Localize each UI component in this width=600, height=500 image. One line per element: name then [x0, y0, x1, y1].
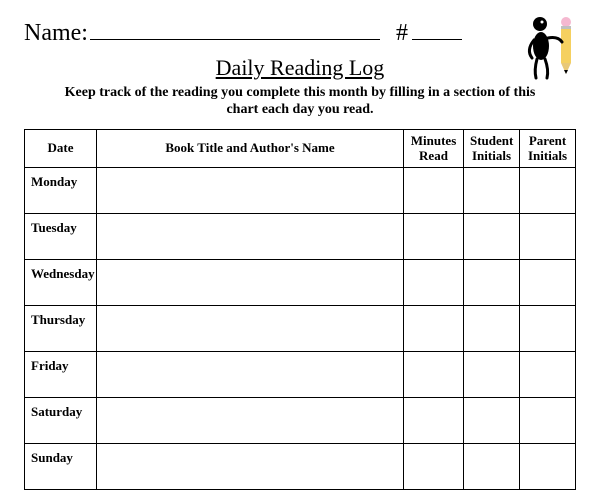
parent-cell[interactable]	[520, 352, 576, 398]
table-header-row: Date Book Title and Author's Name Minute…	[25, 129, 576, 168]
minutes-cell[interactable]	[404, 214, 464, 260]
minutes-cell[interactable]	[404, 168, 464, 214]
minutes-cell[interactable]	[404, 306, 464, 352]
col-header-date: Date	[25, 129, 97, 168]
header-row: Name: #	[24, 20, 576, 47]
table-row: Wednesday	[25, 260, 576, 306]
student-cell[interactable]	[464, 398, 520, 444]
table-row: Sunday	[25, 444, 576, 490]
book-cell[interactable]	[97, 260, 404, 306]
day-cell: Wednesday	[25, 260, 97, 306]
parent-cell[interactable]	[520, 260, 576, 306]
minutes-cell[interactable]	[404, 260, 464, 306]
parent-cell[interactable]	[520, 168, 576, 214]
student-cell[interactable]	[464, 306, 520, 352]
table-row: Monday	[25, 168, 576, 214]
minutes-cell[interactable]	[404, 444, 464, 490]
page-subtitle: Keep track of the reading you complete t…	[54, 85, 546, 119]
table-body: Monday Tuesday Wednesday Thursday	[25, 168, 576, 490]
parent-cell[interactable]	[520, 306, 576, 352]
table-row: Thursday	[25, 306, 576, 352]
name-label: Name:	[24, 20, 88, 47]
parent-cell[interactable]	[520, 214, 576, 260]
table-row: Friday	[25, 352, 576, 398]
page-title: Daily Reading Log	[24, 55, 576, 81]
day-cell: Saturday	[25, 398, 97, 444]
hash-label: #	[396, 20, 408, 47]
stick-figure-pencil-icon	[524, 12, 580, 87]
number-input-line[interactable]	[412, 20, 462, 40]
table-row: Tuesday	[25, 214, 576, 260]
student-cell[interactable]	[464, 214, 520, 260]
parent-cell[interactable]	[520, 398, 576, 444]
table-row: Saturday	[25, 398, 576, 444]
book-cell[interactable]	[97, 168, 404, 214]
book-cell[interactable]	[97, 214, 404, 260]
book-cell[interactable]	[97, 444, 404, 490]
col-header-book: Book Title and Author's Name	[97, 129, 404, 168]
day-cell: Thursday	[25, 306, 97, 352]
col-header-parent: Parent Initials	[520, 129, 576, 168]
minutes-cell[interactable]	[404, 352, 464, 398]
parent-cell[interactable]	[520, 444, 576, 490]
student-cell[interactable]	[464, 260, 520, 306]
col-header-minutes: Minutes Read	[404, 129, 464, 168]
day-cell: Friday	[25, 352, 97, 398]
reading-log-table: Date Book Title and Author's Name Minute…	[24, 129, 576, 491]
col-header-student: Student Initials	[464, 129, 520, 168]
book-cell[interactable]	[97, 352, 404, 398]
name-input-line[interactable]	[90, 20, 380, 40]
day-cell: Sunday	[25, 444, 97, 490]
student-cell[interactable]	[464, 352, 520, 398]
day-cell: Tuesday	[25, 214, 97, 260]
student-cell[interactable]	[464, 444, 520, 490]
book-cell[interactable]	[97, 398, 404, 444]
minutes-cell[interactable]	[404, 398, 464, 444]
student-cell[interactable]	[464, 168, 520, 214]
book-cell[interactable]	[97, 306, 404, 352]
day-cell: Monday	[25, 168, 97, 214]
